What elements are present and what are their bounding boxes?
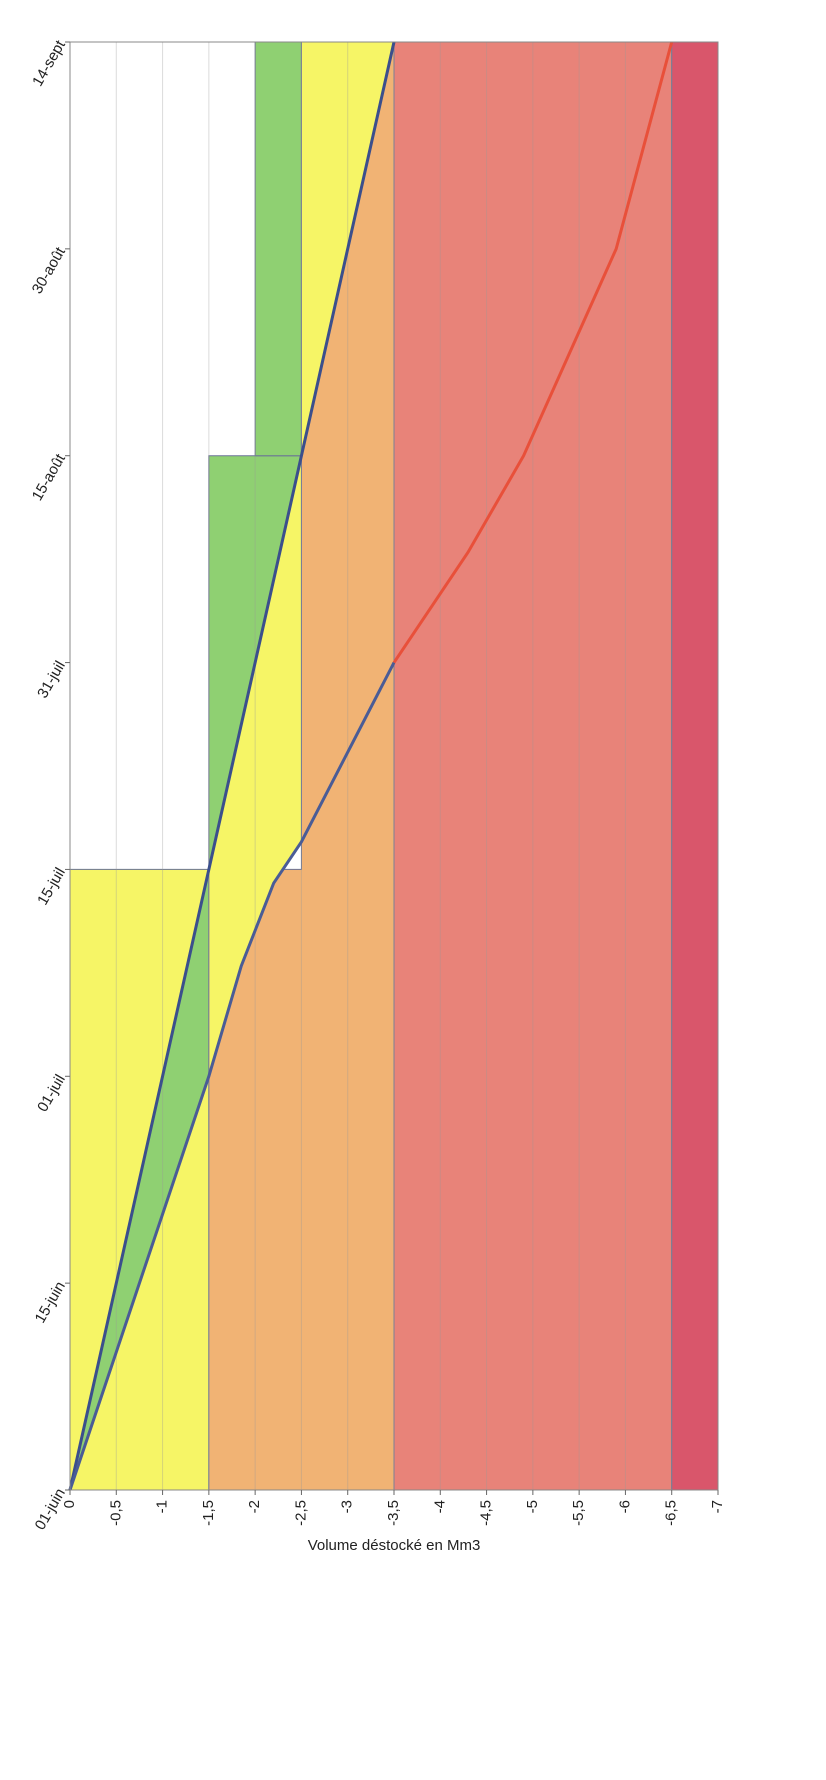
y-tick-label: -1 (154, 1500, 171, 1513)
line (68, 41, 396, 1491)
y-tick-label: -2 (246, 1500, 263, 1513)
y-tick-label: -5 (524, 1500, 541, 1513)
x-tick-label: 15-juin (32, 1279, 69, 1326)
x-tick-label: 15-août (29, 450, 70, 503)
line (392, 41, 674, 664)
line (68, 661, 396, 1491)
y-tick-label: -6 (616, 1500, 633, 1513)
y-tick-label: -3,5 (385, 1500, 402, 1526)
y-tick-label: -1,5 (200, 1500, 217, 1526)
axis-title: Volume déstocké en Mm3 (308, 1537, 481, 1554)
y-tick-label: -2,5 (292, 1500, 309, 1526)
x-tick-label: 30-août (29, 244, 70, 297)
zone (671, 41, 719, 1491)
y-tick-label: -4,5 (478, 1500, 495, 1526)
y-tick-label: -5,5 (570, 1500, 587, 1526)
y-tick-label: -3 (339, 1500, 356, 1513)
y-tick-label: -7 (709, 1500, 726, 1513)
zone (254, 41, 302, 457)
y-tick-label: -4 (431, 1500, 448, 1513)
x-tick-label: 31-juil (34, 658, 69, 701)
y-tick-label: -6,5 (663, 1500, 680, 1526)
x-tick-label: 01-juil (34, 1072, 69, 1115)
x-tick-label: 14-sept (29, 37, 69, 90)
y-tick-label: 0 (61, 1500, 78, 1508)
y-tick-label: -0,5 (107, 1500, 124, 1526)
x-tick-label: 15-juil (34, 865, 69, 908)
